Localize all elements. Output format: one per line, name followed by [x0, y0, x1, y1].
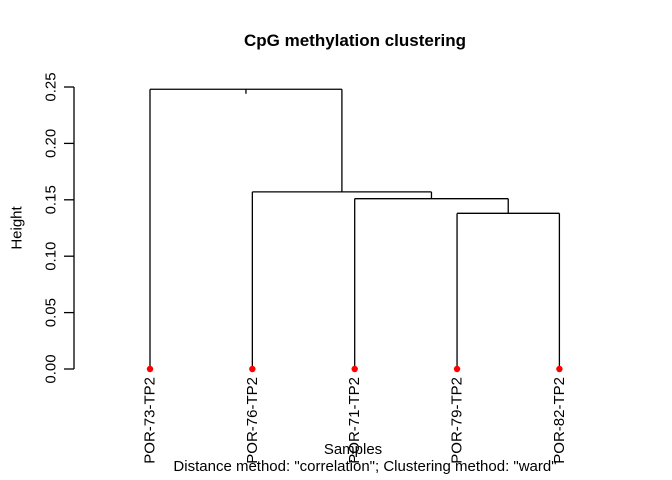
subtitle-caption: Distance method: "correlation"; Clusteri…	[173, 458, 556, 475]
leaf-label: POR-71-TP2	[346, 377, 363, 464]
leaf-point	[249, 365, 256, 373]
leaf-point	[351, 365, 358, 373]
y-axis-tick-label: 0.25	[43, 72, 60, 101]
leaf-point	[146, 365, 154, 373]
leaf-label: POR-76-TP2	[244, 377, 261, 464]
plot-title: CpG methylation clustering	[244, 31, 466, 50]
leaf-point	[556, 365, 563, 373]
leaf-point	[453, 365, 461, 373]
x-axis-title: Samples	[324, 441, 382, 458]
dendrogram-generated-layer: 0.00 0.05 0.10 0.15 0.20 0.25 POR-73-TP2 POR-76…	[43, 72, 568, 463]
y-axis-title: Height	[9, 205, 26, 249]
y-axis-tick-label: 0.00	[43, 354, 60, 383]
y-axis-tick-label: 0.05	[43, 298, 60, 327]
leaf-label: POR-82-TP2	[551, 377, 568, 464]
leaf-label: POR-73-TP2	[142, 377, 159, 464]
y-axis-tick-label: 0.15	[43, 185, 60, 214]
leaf-label: POR-79-TP2	[449, 377, 466, 464]
y-axis-tick-label: 0.20	[43, 129, 60, 158]
y-axis-tick-label: 0.10	[43, 242, 60, 271]
